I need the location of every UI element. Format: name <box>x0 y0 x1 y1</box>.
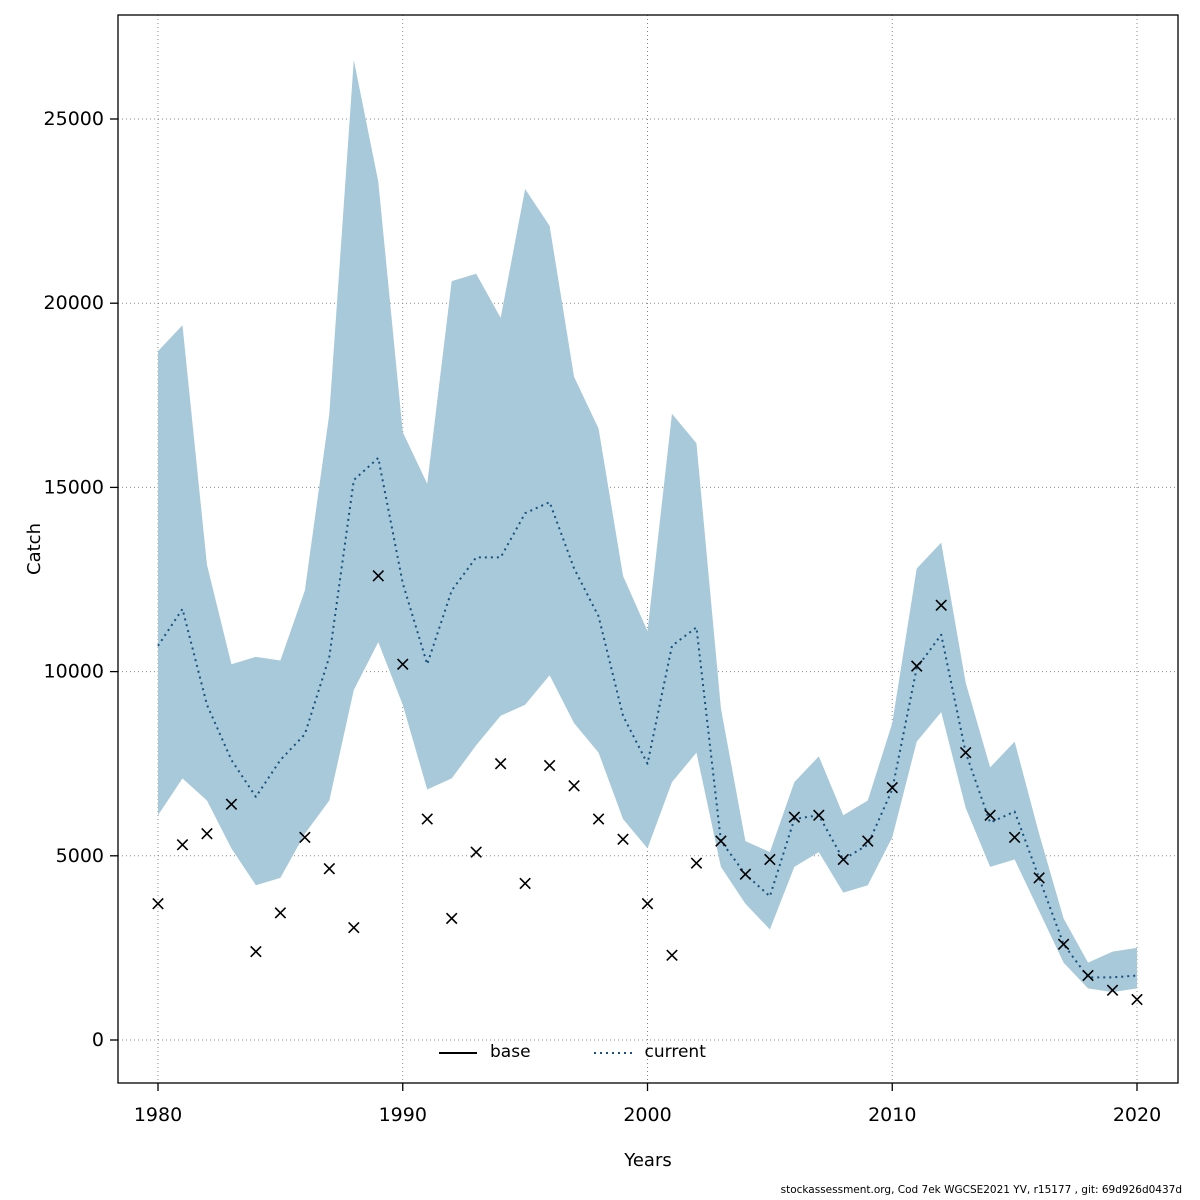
y-tick-label: 5000 <box>56 845 104 867</box>
observation-marker <box>592 813 605 825</box>
observation-marker <box>250 945 262 958</box>
observation-marker <box>396 658 409 670</box>
x-axis-title: Years <box>623 1150 672 1171</box>
observation-marker <box>788 811 801 823</box>
observation-marker <box>519 877 531 890</box>
y-tick-label: 15000 <box>44 476 104 498</box>
observation-marker <box>176 838 189 851</box>
observation-marker <box>715 835 727 847</box>
y-tick-label: 25000 <box>44 108 104 130</box>
x-tick-label: 1980 <box>134 1104 182 1126</box>
observation-marker <box>837 853 850 866</box>
observation-marker <box>543 759 556 772</box>
observation-marker <box>984 809 996 822</box>
observation-marker <box>690 857 703 869</box>
observation-marker <box>959 746 972 759</box>
observation-marker <box>813 809 825 822</box>
observation-marker <box>299 831 311 844</box>
observation-marker <box>910 660 923 672</box>
observation-marker <box>617 833 629 845</box>
observation-marker <box>201 827 213 840</box>
observation-marker <box>348 921 360 934</box>
legend-label-base: base <box>490 1042 531 1062</box>
observation-marker <box>445 912 458 925</box>
observation-marker <box>666 949 678 962</box>
observation-marker <box>739 868 752 880</box>
legend: base current <box>438 1044 706 1061</box>
observation-marker <box>225 798 238 810</box>
observation-marker <box>1033 872 1045 884</box>
observation-marker <box>1008 831 1021 844</box>
current-line <box>157 456 1138 979</box>
observation-marker <box>641 897 654 910</box>
footer-credit: stockassessment.org, Cod 7ek WGCSE2021 Y… <box>780 1184 1182 1196</box>
y-tick-label: 0 <box>92 1029 104 1051</box>
observation-marker <box>862 835 874 847</box>
x-tick-label: 2020 <box>1113 1104 1161 1126</box>
observation-marker <box>152 897 164 910</box>
y-tick-label: 10000 <box>44 661 104 683</box>
x-tick-label: 2010 <box>868 1104 916 1126</box>
x-tick-label: 2000 <box>623 1104 671 1126</box>
observation-marker <box>764 853 776 866</box>
base-line-swatch <box>439 1051 477 1054</box>
observation-marker <box>1106 984 1119 997</box>
observation-marker <box>886 781 899 794</box>
observation-marker <box>372 570 385 582</box>
x-tick-label: 1990 <box>379 1104 427 1126</box>
observation-marker <box>568 780 580 792</box>
observation-marker <box>274 907 287 919</box>
observation-marker <box>1131 993 1143 1006</box>
y-tick-label: 20000 <box>44 292 104 314</box>
observation-marker <box>1082 969 1094 982</box>
current-line-swatch <box>593 1051 632 1054</box>
legend-item-base: base <box>438 1044 531 1061</box>
observation-marker <box>1057 938 1070 950</box>
legend-item-current: current <box>593 1044 706 1061</box>
observation-marker <box>470 846 482 858</box>
legend-label-current: current <box>644 1042 706 1062</box>
observation-marker <box>935 599 947 612</box>
observation-marker <box>323 862 336 875</box>
observation-marker <box>421 813 433 825</box>
observation-marker <box>494 757 507 770</box>
confidence-band <box>158 60 1137 993</box>
y-axis-title: Catch <box>24 523 45 575</box>
